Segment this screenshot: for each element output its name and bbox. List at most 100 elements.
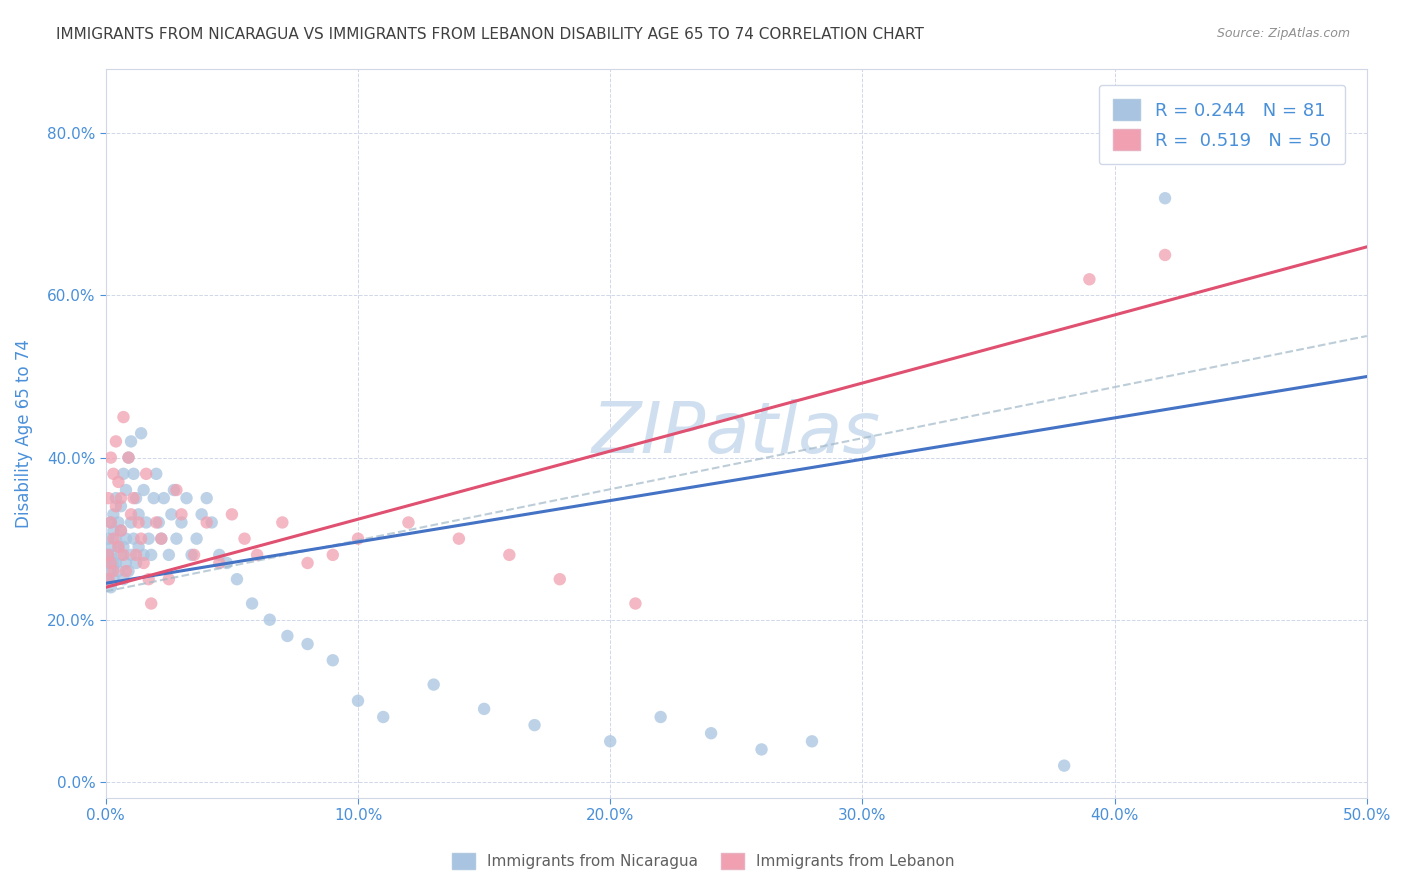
Point [129, 426, 152, 441]
Point [100, 556, 122, 570]
Point [190, 508, 212, 522]
Point [100, 450, 122, 465]
Point [125, 548, 148, 562]
Point [120, 508, 142, 522]
Point [447, 532, 470, 546]
Point [297, 556, 319, 570]
Point [138, 572, 160, 586]
Point [157, 548, 180, 562]
Point [107, 516, 129, 530]
Point [523, 718, 546, 732]
Point [624, 597, 647, 611]
Point [599, 734, 621, 748]
Point [107, 540, 129, 554]
Point [135, 467, 157, 481]
Point [115, 564, 138, 578]
Point [110, 500, 132, 514]
Point [208, 548, 231, 562]
Point [117, 564, 139, 578]
Point [100, 564, 122, 578]
Point [148, 516, 170, 530]
Point [398, 516, 420, 530]
Point [129, 532, 152, 546]
Point [160, 508, 183, 522]
Point [498, 548, 520, 562]
Point [115, 532, 138, 546]
Text: IMMIGRANTS FROM NICARAGUA VS IMMIGRANTS FROM LEBANON DISABILITY AGE 65 TO 74 COR: IMMIGRANTS FROM NICARAGUA VS IMMIGRANTS … [56, 27, 924, 42]
Point [135, 516, 157, 530]
Point [221, 508, 243, 522]
Text: ZIPatlas: ZIPatlas [592, 399, 880, 467]
Y-axis label: Disability Age 65 to 74: Disability Age 65 to 74 [15, 339, 32, 528]
Point [100, 580, 122, 594]
Point [472, 702, 495, 716]
Point [97, 572, 120, 586]
Point [120, 548, 142, 562]
Point [120, 516, 142, 530]
Point [322, 548, 344, 562]
Point [97, 556, 120, 570]
Point [122, 491, 145, 505]
Point [103, 508, 125, 522]
Point [150, 532, 173, 546]
Point [100, 548, 122, 562]
Point [107, 475, 129, 489]
Point [97, 572, 120, 586]
Point [170, 508, 193, 522]
Point [104, 500, 127, 514]
Point [100, 540, 122, 554]
Point [650, 710, 672, 724]
Point [112, 540, 135, 554]
Point [100, 516, 122, 530]
Point [112, 467, 135, 481]
Point [110, 491, 132, 505]
Point [195, 516, 218, 530]
Point [97, 548, 120, 562]
Point [107, 540, 129, 554]
Point [125, 556, 148, 570]
Point [170, 516, 193, 530]
Point [1078, 272, 1101, 286]
Point [104, 434, 127, 449]
Point [226, 572, 249, 586]
Point [100, 516, 122, 530]
Point [233, 532, 256, 546]
Legend: Immigrants from Nicaragua, Immigrants from Lebanon: Immigrants from Nicaragua, Immigrants fr… [446, 847, 960, 875]
Point [142, 491, 165, 505]
Point [122, 467, 145, 481]
Point [347, 532, 370, 546]
Point [145, 516, 167, 530]
Point [215, 556, 238, 570]
Point [180, 548, 202, 562]
Point [110, 524, 132, 538]
Point [183, 548, 205, 562]
Point [176, 491, 198, 505]
Point [103, 467, 125, 481]
Point [373, 710, 395, 724]
Point [1154, 191, 1177, 205]
Point [115, 556, 138, 570]
Point [103, 524, 125, 538]
Point [276, 629, 298, 643]
Point [97, 532, 120, 546]
Point [165, 532, 187, 546]
Point [246, 548, 269, 562]
Point [107, 564, 129, 578]
Point [117, 450, 139, 465]
Point [132, 548, 155, 562]
Point [150, 532, 173, 546]
Point [110, 524, 132, 538]
Point [112, 548, 135, 562]
Point [112, 410, 135, 425]
Point [104, 532, 127, 546]
Point [104, 556, 127, 570]
Point [104, 491, 127, 505]
Point [128, 540, 150, 554]
Point [195, 491, 218, 505]
Point [117, 450, 139, 465]
Point [163, 483, 186, 497]
Point [128, 516, 150, 530]
Point [297, 637, 319, 651]
Point [145, 467, 167, 481]
Legend: R = 0.244   N = 81, R =  0.519   N = 50: R = 0.244 N = 81, R = 0.519 N = 50 [1098, 85, 1346, 164]
